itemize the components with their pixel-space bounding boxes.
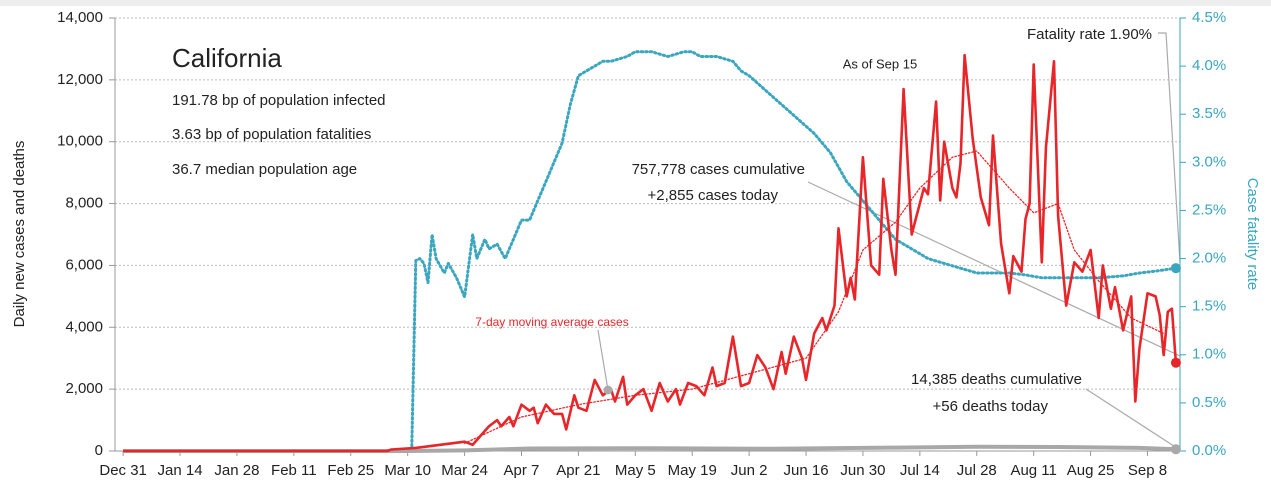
y-tick-label: 14,000: [57, 9, 103, 26]
series-line: [123, 444, 1176, 453]
x-tick-label: Jul 28: [957, 462, 997, 479]
y-tick-label: 12,000: [57, 71, 103, 88]
leaders: [597, 32, 1181, 451]
deaths-cum: 14,385 deaths cumulative: [911, 371, 1082, 388]
y2-tick-label: 4.5%: [1192, 9, 1226, 26]
ma-label: 7-day moving average cases: [475, 315, 628, 329]
x-tick-label: Jun 16: [784, 462, 829, 479]
x-tick-label: Dec 31: [99, 462, 147, 479]
x-tick-label: Jun 2: [731, 462, 768, 479]
x-tick-label: Jan 14: [158, 462, 203, 479]
series-line: [123, 53, 1178, 453]
x-tick-label: Aug 25: [1067, 462, 1115, 479]
y2-axis-label: Case fatality rate: [1244, 178, 1261, 291]
y-tick-label: 2,000: [65, 380, 103, 397]
end-dot: [1170, 444, 1181, 455]
y2-tick-label: 4.0%: [1192, 57, 1226, 74]
y2-tick-label: 0.5%: [1192, 394, 1226, 411]
y2-tick-label: 0.0%: [1192, 442, 1226, 459]
end-dot: [1170, 357, 1181, 368]
y-tick-label: 6,000: [65, 256, 103, 273]
leader: [1085, 388, 1181, 451]
x-tick-label: Aug 11: [1010, 462, 1056, 479]
subtitle: 3.63 bp of population fatalities: [172, 126, 371, 143]
series-line: [406, 50, 1178, 453]
top-band: [0, 0, 1271, 6]
x-tick-label: May 19: [668, 462, 717, 479]
end-dot: [1170, 263, 1181, 274]
subtitle: 36.7 median population age: [172, 161, 357, 178]
x-tick-label: Feb 25: [327, 462, 374, 479]
y2-tick-label: 1.5%: [1192, 298, 1226, 315]
y2-tick-label: 3.5%: [1192, 105, 1226, 122]
y-axis-label: Daily new cases and deaths: [11, 141, 28, 328]
leader: [807, 181, 1181, 357]
deaths-today: +56 deaths today: [932, 398, 1048, 415]
x-tick-label: Feb 11: [271, 462, 317, 479]
fatality-note: Fatality rate 1.90%: [1027, 26, 1152, 43]
x-tick-label: Mar 10: [384, 462, 431, 479]
chart-title: California: [172, 43, 282, 73]
y-tick-label: 8,000: [65, 195, 103, 212]
y2-tick-label: 3.0%: [1192, 153, 1226, 170]
x-tick-label: Apr 21: [556, 462, 600, 479]
x-tick-label: Mar 24: [441, 462, 488, 479]
x-tick-label: Jul 14: [900, 462, 940, 479]
x-tick-label: May 5: [615, 462, 656, 479]
y2-tick-label: 1.0%: [1192, 346, 1226, 363]
subtitle: 191.78 bp of population infected: [172, 92, 386, 109]
x-tick-label: Sep 8: [1128, 462, 1167, 479]
as-of: As of Sep 15: [843, 56, 917, 71]
cases-cum: 757,778 cases cumulative: [632, 161, 805, 178]
cases-today: +2,855 cases today: [647, 187, 778, 204]
y2-tick-label: 2.0%: [1192, 250, 1226, 267]
y-tick-label: 10,000: [57, 133, 103, 150]
y-tick-label: 0: [95, 442, 103, 459]
x-tick-label: Apr 7: [504, 462, 540, 479]
y-tick-label: 4,000: [65, 318, 103, 335]
leader: [1158, 32, 1181, 263]
x-tick-label: Jun 30: [840, 462, 885, 479]
y2-tick-label: 2.5%: [1192, 201, 1226, 218]
ma-dot: [603, 385, 613, 395]
series-line: [463, 150, 1165, 444]
leader: [597, 329, 609, 391]
x-tick-label: Jan 28: [214, 462, 259, 479]
